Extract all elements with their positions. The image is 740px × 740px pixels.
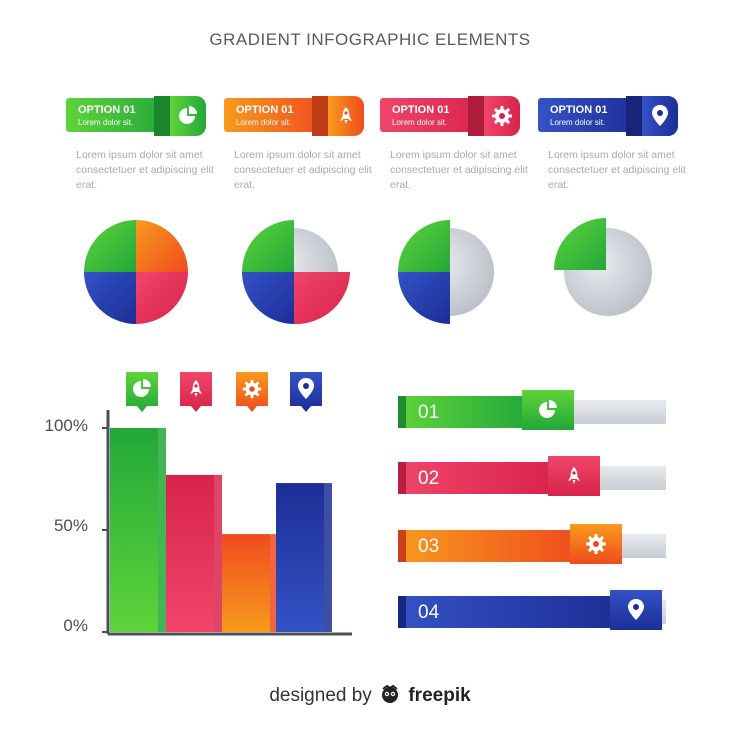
progress-number: 02	[418, 468, 440, 489]
option-description-1: Lorem ipsum dolor sit amet consectetuer …	[76, 149, 214, 191]
location-pin-icon	[295, 378, 317, 400]
progress-badge	[610, 590, 662, 630]
bar-badge-location-pin-icon	[288, 372, 324, 414]
footer-credit: designed by freepik	[0, 684, 740, 710]
bar-4	[276, 483, 324, 632]
option-title: OPTION 01	[78, 104, 136, 116]
option-title: OPTION 01	[236, 104, 294, 116]
gear-icon	[241, 378, 263, 400]
pie-slice-green	[398, 220, 450, 272]
quarter-pie-1	[84, 220, 188, 324]
progress-number: 01	[418, 402, 440, 423]
option-card-4: OPTION 01 Lorem dolor sit.	[538, 96, 678, 136]
progress-bar	[398, 530, 580, 562]
y-tick-50: 50%	[53, 516, 88, 535]
option-subtitle: Lorem dolor sit.	[392, 118, 448, 127]
option-subtitle: Lorem dolor sit.	[236, 118, 292, 127]
bar-2	[166, 474, 214, 632]
gear-icon	[484, 96, 520, 136]
gear-icon	[584, 532, 608, 556]
progress-badge	[522, 390, 574, 430]
progress-bar-cap	[398, 596, 406, 628]
progress-bar	[398, 396, 532, 428]
location-pin-icon	[626, 598, 646, 622]
pie-slice-blue	[84, 272, 136, 324]
bar-2-side	[214, 474, 222, 632]
option-subtitle: Lorem dolor sit.	[550, 118, 606, 127]
progress-track	[660, 600, 666, 624]
y-tick-100: 100%	[44, 416, 88, 435]
option-card-fold	[468, 96, 484, 136]
option-description-2: Lorem ipsum dolor sit amet consectetuer …	[234, 149, 372, 191]
option-card-3: OPTION 01 Lorem dolor sit.	[380, 96, 520, 136]
option-card-2: OPTION 01 Lorem dolor sit.	[224, 96, 364, 136]
progress-number: 03	[418, 536, 440, 557]
bar-chart: 100% 50% 0%	[0, 360, 370, 650]
bar-badge-pie-chart-icon	[124, 372, 160, 414]
option-card-body	[380, 98, 484, 132]
option-subtitle: Lorem dolor sit.	[78, 118, 134, 127]
option-card-body	[66, 98, 170, 132]
progress-row-01: 01	[398, 390, 668, 430]
progress-bar-cap	[398, 462, 406, 494]
quarter-pie-2	[242, 220, 350, 325]
option-card-fold	[626, 96, 642, 136]
y-tick-0: 0%	[63, 616, 88, 635]
option-title: OPTION 01	[392, 104, 450, 116]
footer-prefix: designed by	[269, 685, 372, 706]
option-description-3: Lorem ipsum dolor sit amet consectetuer …	[390, 149, 528, 191]
progress-track	[572, 400, 666, 424]
pie-slice-green	[554, 218, 606, 270]
bar-3-side	[270, 534, 278, 632]
bar-1	[110, 428, 158, 632]
bar-badge-gear-icon	[234, 372, 270, 414]
pie-slice-red-extended	[294, 272, 350, 325]
quarter-pie-3	[398, 220, 494, 324]
option-card-1: OPTION 01 Lorem dolor sit.	[66, 96, 206, 136]
pie-slice-orange	[136, 220, 188, 272]
bar-3	[222, 534, 270, 632]
progress-track	[620, 534, 666, 558]
progress-track	[598, 466, 666, 490]
option-card-body	[538, 98, 642, 132]
progress-bar-cap	[398, 530, 406, 562]
pie-slice-green	[84, 220, 136, 272]
pie-slice-blue	[398, 272, 450, 324]
rocket-icon	[328, 96, 364, 136]
pie-slice-green	[242, 220, 294, 272]
page-title: GRADIENT INFOGRAPHIC ELEMENTS	[209, 30, 531, 49]
freepik-logo-icon	[379, 684, 401, 710]
bar-4-side	[324, 483, 332, 632]
option-card-fold	[312, 96, 328, 136]
pie-slice-red	[136, 272, 188, 324]
option-card-body	[224, 98, 328, 132]
progress-badge	[570, 524, 622, 564]
pie-chart-icon	[170, 96, 206, 136]
progress-bar	[398, 596, 620, 628]
rocket-icon	[563, 465, 585, 487]
progress-bar	[398, 462, 558, 494]
progress-bar-cap	[398, 396, 406, 428]
bar-badge-rocket-icon	[178, 372, 214, 414]
progress-row-03: 03	[398, 524, 668, 564]
progress-badge	[548, 456, 600, 496]
footer-brand: freepik	[408, 685, 471, 706]
bar-1-side	[158, 428, 166, 632]
pie-slice-blue	[242, 272, 294, 324]
rocket-icon	[185, 378, 207, 400]
progress-number: 04	[418, 602, 440, 623]
option-card-fold	[154, 96, 170, 136]
location-pin-icon	[642, 96, 678, 136]
pie-chart-icon	[537, 399, 559, 421]
progress-row-02: 02	[398, 456, 668, 496]
bar-chart-svg	[102, 410, 352, 636]
pie-chart-icon	[131, 378, 153, 400]
option-description-4: Lorem ipsum dolor sit amet consectetuer …	[548, 149, 686, 191]
option-title: OPTION 01	[550, 104, 608, 116]
progress-row-04: 04	[398, 590, 668, 630]
quarter-pie-4	[554, 218, 652, 316]
